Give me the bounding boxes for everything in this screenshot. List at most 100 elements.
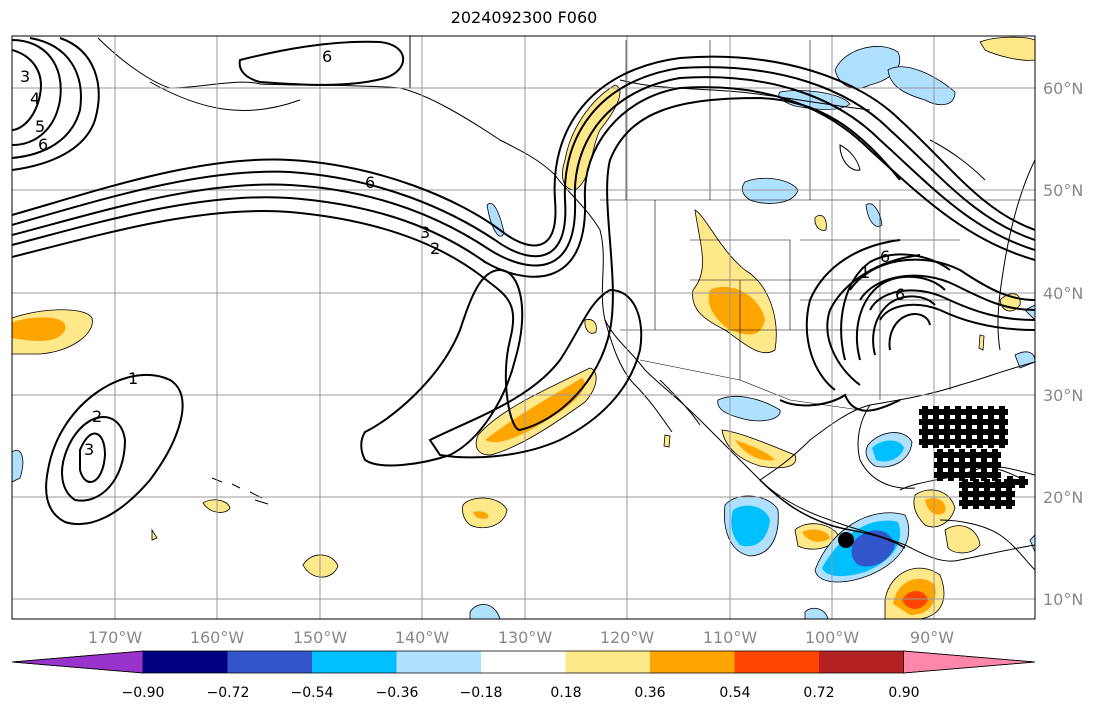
lat-label: 10°N: [1043, 590, 1083, 609]
contour-label: 1: [128, 369, 138, 388]
lon-label: 140°W: [395, 628, 450, 647]
plus-marker: [919, 436, 931, 448]
plus-marker: [978, 459, 990, 471]
storm-track: [759, 479, 906, 549]
lon-label: 170°W: [88, 628, 143, 647]
plus-marker: [963, 436, 975, 448]
colorbar-tick-label: −0.90: [122, 685, 165, 701]
colorbar-cell: [396, 651, 482, 673]
plus-marker: [952, 416, 964, 428]
contour-label: 6: [880, 247, 890, 266]
contour-label: 6: [38, 135, 48, 154]
plus-marker: [967, 459, 979, 471]
contour-label: 4: [30, 89, 40, 108]
colorbar-tick-label: 0.54: [719, 685, 750, 701]
colorbar-extend-high: [903, 650, 1036, 674]
plus-marker: [941, 426, 953, 438]
latitude-labels: 60°N 50°N 40°N 30°N 20°N 10°N: [1043, 79, 1083, 609]
colorbar-extend-low: [11, 650, 144, 674]
plus-marker: [981, 497, 993, 509]
colorbar-tick-label: −0.36: [376, 685, 419, 701]
plus-marker: [985, 416, 997, 428]
lon-label: 100°W: [805, 628, 860, 647]
plus-marker: [985, 426, 997, 438]
plus-marker: [945, 469, 957, 481]
plus-marker: [963, 426, 975, 438]
longitude-labels: 170°W 160°W 150°W 140°W 130°W 120°W 110°…: [88, 628, 954, 647]
contour-label: 3: [420, 223, 430, 242]
plus-marker: [934, 469, 946, 481]
plus-marker: [963, 416, 975, 428]
plus-marker: [970, 497, 982, 509]
plus-marker: [989, 449, 1001, 461]
plus-marker: [1016, 476, 1028, 488]
contour-label: 2: [430, 239, 440, 258]
plus-marker: [930, 416, 942, 428]
plus-marker: [992, 497, 1004, 509]
plus-marker: [956, 459, 968, 471]
contour-label: 3: [84, 440, 94, 459]
plus-marker: [996, 416, 1008, 428]
contour-label: 2: [92, 407, 102, 426]
plus-marker: [952, 436, 964, 448]
colorbar-tick-label: 0.36: [634, 685, 665, 701]
plus-marker: [985, 406, 997, 418]
plus-marker: [989, 469, 1001, 481]
plus-marker: [930, 426, 942, 438]
contour-label: 6: [322, 47, 332, 66]
colorbar-cell: [565, 651, 651, 673]
plus-marker: [996, 406, 1008, 418]
colorbar-cell: [227, 651, 313, 673]
plus-marker: [941, 406, 953, 418]
plus-marker: [919, 426, 931, 438]
colorbar-cell: [819, 651, 904, 673]
colorbar-tick-label: 0.72: [803, 685, 834, 701]
plus-marker: [985, 436, 997, 448]
plus-marker: [974, 436, 986, 448]
contour-label: 1: [860, 263, 870, 282]
plus-marker: [1004, 476, 1016, 488]
plus-marker: [978, 469, 990, 481]
lon-label: 160°W: [190, 628, 245, 647]
lon-label: 120°W: [600, 628, 655, 647]
map-title: 2024092300 F060: [450, 8, 598, 27]
plus-marker: [945, 449, 957, 461]
colorbar-cell: [734, 651, 820, 673]
plus-marker: [930, 406, 942, 418]
plus-marker: [978, 449, 990, 461]
plus-marker: [919, 416, 931, 428]
lon-label: 110°W: [703, 628, 758, 647]
colorbar-tick-label: −0.72: [207, 685, 250, 701]
lon-label: 90°W: [910, 628, 954, 647]
plus-marker: [945, 459, 957, 471]
lon-label: 150°W: [293, 628, 348, 647]
lat-label: 60°N: [1043, 79, 1083, 98]
colorbar-cell: [312, 651, 397, 673]
graticule: [12, 36, 1035, 619]
plus-marker: [941, 436, 953, 448]
storm-center-marker: [838, 532, 854, 548]
plus-marker: [996, 436, 1008, 448]
contour-label-group: 6 6 3 4 5 6 3 2 1 3 2 1 6 6: [20, 47, 905, 459]
colorbar-ticks: −0.90 −0.72 −0.54 −0.36 −0.18 0.18 0.36 …: [122, 685, 920, 701]
colorbar-tick-label: 0.90: [888, 685, 919, 701]
lat-label: 50°N: [1043, 181, 1083, 200]
colorbar-tick-label: −0.54: [291, 685, 334, 701]
plus-marker: [1003, 497, 1015, 509]
plus-marker: [974, 416, 986, 428]
contour-label: 3: [20, 67, 30, 86]
colorbar-tick-label: 0.18: [550, 685, 581, 701]
plus-marker: [996, 426, 1008, 438]
colorbar-cell: [143, 651, 228, 673]
colorbar: [11, 650, 1036, 674]
contour-label: 5: [35, 117, 45, 136]
plus-marker: [952, 406, 964, 418]
plus-marker: [930, 436, 942, 448]
plus-marker: [952, 426, 964, 438]
lon-label: 130°W: [498, 628, 553, 647]
lat-label: 20°N: [1043, 488, 1083, 507]
colorbar-tick-label: −0.18: [460, 685, 503, 701]
plus-marker: [967, 449, 979, 461]
plus-marker: [956, 469, 968, 481]
